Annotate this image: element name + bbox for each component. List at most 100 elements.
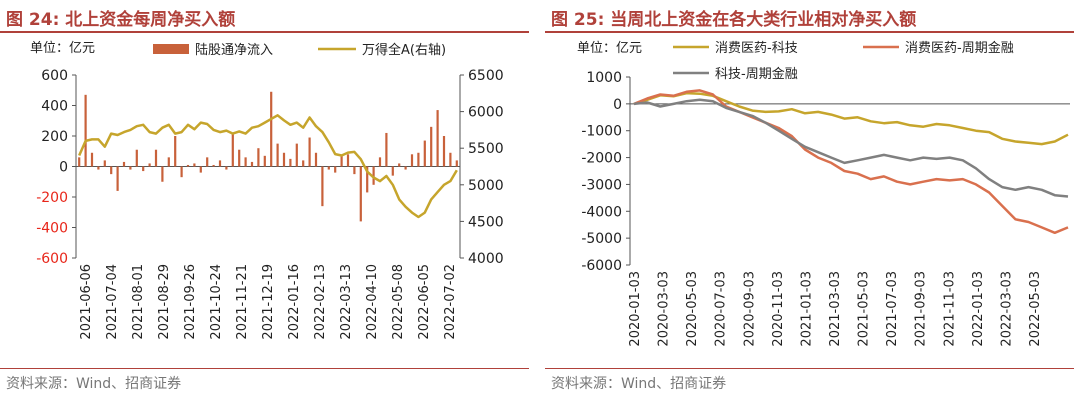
net-inflow-bar xyxy=(199,166,202,173)
net-inflow-bar xyxy=(334,166,337,173)
x-tick-label: 2021-07-04 xyxy=(105,264,120,340)
x-tick-label: 2020-01-03 xyxy=(628,271,643,347)
net-inflow-bar xyxy=(193,163,196,167)
net-inflow-bar xyxy=(346,154,350,167)
left-figure-title: 图 24: 北上资金每周净买入额 xyxy=(6,10,236,30)
net-inflow-bar xyxy=(410,154,414,167)
net-inflow-bar xyxy=(302,160,305,167)
net-inflow-bar xyxy=(186,164,190,167)
net-inflow-bar xyxy=(174,136,177,167)
net-inflow-bar xyxy=(455,160,458,167)
net-inflow-bar xyxy=(391,166,394,176)
series-line-3 xyxy=(633,98,1069,198)
net-inflow-bar xyxy=(167,157,170,167)
net-inflow-bar xyxy=(206,157,209,167)
x-tick-label: 2021-11-21 xyxy=(235,264,250,340)
net-inflow-bar xyxy=(378,157,382,167)
right-y-tick-label: 4500 xyxy=(468,214,504,230)
y-tick-label: -2000 xyxy=(581,151,622,167)
net-inflow-bar xyxy=(423,140,426,167)
legend-label-1: 消费医药-科技 xyxy=(715,41,798,56)
x-tick-label: 2022-01-03 xyxy=(971,271,986,347)
net-inflow-bar xyxy=(257,148,260,167)
x-tick-label: 2022-02-13 xyxy=(313,264,328,340)
net-inflow-bar xyxy=(289,158,292,167)
x-tick-label: 2021-05-03 xyxy=(857,271,872,347)
x-tick-label: 2021-03-03 xyxy=(828,271,843,347)
net-inflow-bar xyxy=(398,163,401,167)
left-unit-label: 单位：亿元 xyxy=(30,41,95,56)
net-inflow-bar xyxy=(340,155,343,167)
x-tick-label: 2021-06-06 xyxy=(79,264,94,340)
x-tick-label: 2022-01-16 xyxy=(287,264,302,340)
x-tick-label: 2021-09-26 xyxy=(183,264,198,340)
right-source-note: 资料来源：Wind、招商证券 xyxy=(551,376,727,392)
left-y-tick-label: 600 xyxy=(41,68,68,84)
left-legend-bar-swatch xyxy=(153,44,189,54)
left-y-tick-label: 400 xyxy=(41,99,68,115)
x-tick-label: 2021-09-03 xyxy=(914,271,929,347)
net-inflow-bar xyxy=(180,166,183,178)
net-inflow-bar xyxy=(366,166,369,193)
net-inflow-bar xyxy=(154,149,158,167)
left-legend-line-label: 万得全A(右轴) xyxy=(362,42,446,58)
net-inflow-bar xyxy=(449,152,452,167)
net-inflow-bar xyxy=(430,126,433,167)
net-inflow-bar xyxy=(238,149,241,167)
net-inflow-bar xyxy=(314,152,318,167)
y-tick-label: -4000 xyxy=(581,204,622,220)
left-figure-panel: 图 24: 北上资金每周净买入额 单位：亿元 陆股通净流入 万得全A(右轴) -600… xyxy=(0,0,535,400)
net-inflow-bar xyxy=(404,166,407,170)
net-inflow-bar xyxy=(103,160,106,167)
y-tick-label: 0 xyxy=(613,97,622,113)
left-y-tick-label: 0 xyxy=(59,160,68,176)
net-inflow-bar xyxy=(97,166,100,170)
right-unit-label: 单位：亿元 xyxy=(577,41,642,56)
x-tick-label: 2021-12-19 xyxy=(261,264,276,340)
right-figure-panel: 图 25: 当周北上资金在各大类行业相对净买入额 单位：亿元 消费医药-科技 消费医… xyxy=(545,0,1080,400)
net-inflow-bar xyxy=(327,166,330,170)
net-inflow-bar xyxy=(244,157,247,167)
right-y-tick-label: 4000 xyxy=(468,251,504,267)
net-inflow-bar xyxy=(308,137,311,167)
left-source-note: 资料来源：Wind、招商证券 xyxy=(6,376,182,392)
right-y-tick-label: 6500 xyxy=(468,68,504,84)
left-chart: 单位：亿元 陆股通净流入 万得全A(右轴) -600 -400 -200 0 200 400 60… xyxy=(30,41,504,340)
left-y-tick-label: 200 xyxy=(41,129,68,145)
right-y-tick-label: 5000 xyxy=(468,178,504,194)
net-inflow-bar xyxy=(250,161,254,167)
x-tick-label: 2020-03-03 xyxy=(657,271,672,347)
net-inflow-bar xyxy=(135,149,138,167)
net-inflow-bar xyxy=(129,166,132,170)
x-tick-label: 2021-07-03 xyxy=(885,271,900,347)
x-tick-label: 2020-05-03 xyxy=(685,271,700,347)
x-tick-label: 2021-01-03 xyxy=(799,271,814,347)
left-title-rule xyxy=(0,31,529,33)
net-inflow-bar xyxy=(225,166,228,170)
net-inflow-bar xyxy=(218,160,222,167)
wind-a-index-line xyxy=(78,114,458,219)
net-inflow-bar xyxy=(122,161,126,167)
right-figure-title: 图 25: 当周北上资金在各大类行业相对净买入额 xyxy=(551,10,917,30)
y-tick-label: -3000 xyxy=(581,177,622,193)
series-line-1 xyxy=(633,91,1069,146)
net-inflow-bar xyxy=(353,166,356,175)
x-tick-label: 2022-06-05 xyxy=(417,264,432,340)
left-y-tick-label: -600 xyxy=(36,251,68,267)
net-inflow-bar xyxy=(295,143,298,167)
y-tick-label: -1000 xyxy=(581,124,622,140)
x-tick-label: 2022-03-13 xyxy=(339,264,354,340)
left-bottom-rule xyxy=(0,368,529,369)
net-inflow-bar xyxy=(212,164,215,167)
net-inflow-bar xyxy=(142,166,145,172)
x-tick-label: 2020-07-03 xyxy=(714,271,729,347)
net-inflow-bar xyxy=(263,155,266,167)
x-tick-label: 2021-08-29 xyxy=(157,264,172,340)
right-title-rule xyxy=(545,31,1074,33)
right-y-tick-label: 6000 xyxy=(468,105,504,121)
left-y-tick-label: -400 xyxy=(36,221,68,237)
net-inflow-bar xyxy=(84,94,87,167)
x-tick-label: 2022-07-02 xyxy=(443,264,458,340)
net-inflow-bar xyxy=(78,157,81,167)
